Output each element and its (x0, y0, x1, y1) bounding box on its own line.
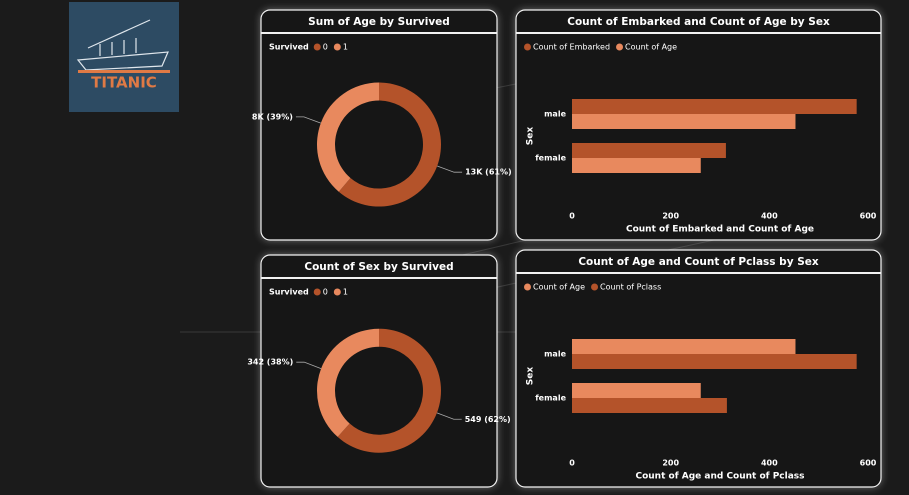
legend-label: 0 (323, 288, 328, 297)
x-axis-title: Count of Embarked and Count of Age (626, 225, 814, 235)
x-tick-label: 400 (761, 212, 778, 221)
logo-text: TITANIC (91, 74, 157, 92)
legend-marker (333, 43, 341, 51)
x-tick-label: 600 (860, 212, 877, 221)
legend-marker (616, 43, 624, 51)
chart-title: Count of Embarked and Count of Age by Se… (567, 16, 830, 28)
bar (572, 158, 701, 173)
legend-label: 1 (343, 288, 348, 297)
x-tick-label: 400 (761, 459, 778, 468)
bar (572, 354, 857, 369)
bar (572, 114, 796, 129)
x-tick-label: 200 (662, 459, 679, 468)
y-axis-title: Sex (526, 127, 536, 146)
chart-title: Sum of Age by Survived (308, 16, 450, 28)
legend-title: Survived (269, 43, 309, 52)
y-tick-label: male (544, 110, 566, 119)
leader-line (437, 165, 463, 173)
donut-slice (337, 328, 441, 453)
panel (260, 254, 498, 488)
bar (572, 383, 701, 398)
data-label: 342 (38%) (247, 358, 293, 367)
legend-marker (333, 288, 341, 296)
bar (572, 339, 796, 354)
data-label: 13K (61%) (465, 168, 512, 177)
legend-label: Count of Embarked (533, 43, 610, 52)
x-tick-label: 0 (569, 212, 575, 221)
data-label: 8K (39%) (252, 112, 293, 121)
y-tick-label: male (544, 350, 566, 359)
legend-label: Count of Age (533, 283, 585, 292)
donut-slice (316, 82, 379, 192)
y-axis-title: Sex (526, 367, 536, 386)
leader-line (436, 412, 462, 420)
legend-label: 0 (323, 43, 328, 52)
leader-line (295, 116, 321, 124)
legend-label: 1 (343, 43, 348, 52)
data-label: 549 (62%) (465, 415, 511, 424)
leader-line (296, 361, 322, 369)
bar (572, 398, 727, 413)
donut-slice (316, 328, 379, 437)
chart-title: Count of Sex by Survived (304, 261, 453, 273)
bar (572, 143, 726, 158)
legend-label: Count of Pclass (600, 283, 661, 292)
y-tick-label: female (535, 394, 566, 403)
bar (572, 99, 857, 114)
legend-marker (591, 283, 599, 291)
x-tick-label: 200 (662, 212, 679, 221)
legend-marker (313, 43, 321, 51)
donut-slice (338, 82, 441, 207)
legend-marker (524, 283, 531, 291)
panel (260, 9, 498, 241)
legend-marker (524, 43, 531, 51)
legend-marker (313, 288, 321, 296)
y-tick-label: female (535, 154, 566, 163)
x-tick-label: 0 (569, 459, 575, 468)
x-tick-label: 600 (860, 459, 877, 468)
legend-title: Survived (269, 288, 309, 297)
legend-label: Count of Age (625, 43, 677, 52)
logo: TITANIC (69, 2, 179, 112)
chart-title: Count of Age and Count of Pclass by Sex (578, 256, 819, 268)
x-axis-title: Count of Age and Count of Pclass (635, 472, 804, 482)
